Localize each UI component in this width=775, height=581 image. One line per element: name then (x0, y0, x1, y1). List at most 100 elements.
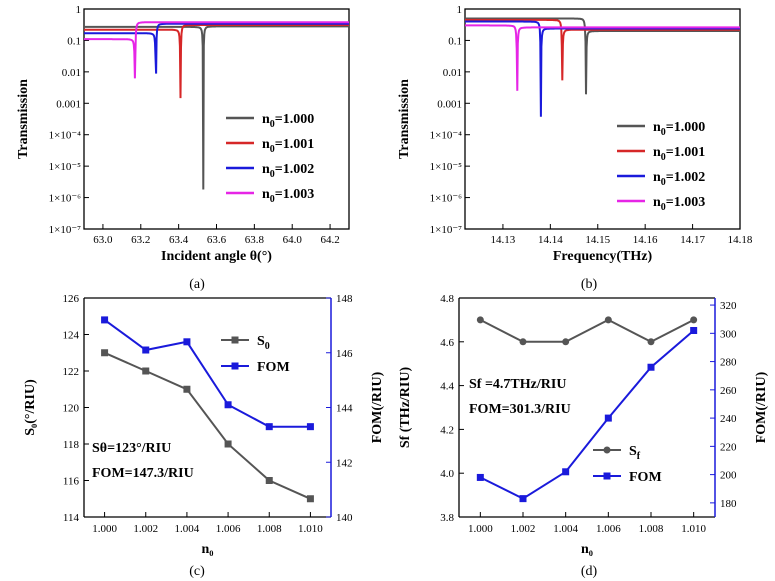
y-axis-label: S₀(°/RIU) (23, 379, 38, 436)
data-point (519, 338, 527, 346)
y-tick-label: 4.4 (440, 381, 454, 393)
legend-label: n0=1.002 (262, 162, 314, 180)
panel-label-c: (c) (189, 564, 205, 579)
legend-label: n0=1.003 (653, 195, 705, 213)
data-point (562, 338, 570, 346)
data-point (142, 346, 150, 354)
y-tick-label: 4.0 (440, 468, 454, 480)
y-tick-label: 0.001 (56, 98, 81, 110)
y2-tick-label: 180 (720, 498, 737, 510)
series-line (84, 21, 349, 79)
x-tick-label: 63.4 (169, 234, 189, 246)
x-tick-label: 1.004 (553, 523, 578, 535)
series-line (465, 18, 740, 81)
x-tick-label: 63.6 (207, 234, 227, 246)
y2-tick-label: 280 (720, 357, 737, 369)
data-point (265, 477, 273, 484)
y2-axis-label: FOM(/RIU) (370, 371, 385, 443)
plot-frame (464, 8, 741, 230)
y-tick-label: 1×10⁻⁵ (430, 161, 463, 173)
data-point (647, 338, 655, 346)
data-point (519, 495, 527, 503)
series-line (479, 318, 695, 343)
x-tick-label: 14.16 (633, 234, 658, 246)
legend-label: n0=1.000 (653, 120, 705, 138)
y-tick-label: 1 (76, 4, 82, 16)
series-line (84, 22, 349, 74)
data-point (476, 316, 484, 324)
x-axis-label: Incident angle θ(°) (161, 249, 272, 264)
x-tick-label: 1.010 (298, 523, 323, 535)
data-point (224, 440, 232, 448)
chart-b: 1×10⁻⁷ 1×10⁻⁶ 1×10⁻⁵ 1×10⁻⁴ 0.001 0.01 0.1 1 14.… (397, 4, 753, 264)
series-line (104, 319, 311, 428)
y-tick-label: 1×10⁻⁴ (49, 130, 82, 142)
y2-tick-label: 300 (720, 328, 737, 340)
legend-label: n0=1.001 (653, 145, 705, 163)
data-point (690, 316, 698, 324)
legend-label: n0=1.002 (653, 170, 705, 188)
y2-axis-label: FOM(/RIU) (754, 371, 769, 443)
y-tick-label: 116 (63, 476, 80, 488)
y2-tick-label: 240 (720, 413, 737, 425)
x-tick-label: 1.008 (257, 523, 282, 535)
y-tick-label: 0.001 (437, 98, 462, 110)
annotation: Sθ=123°/RIU (92, 441, 171, 456)
legend-label: Sf (629, 444, 641, 462)
x-tick-label: 1.002 (511, 523, 536, 535)
annotation: Sf =4.7THz/RIU (469, 377, 566, 392)
y-tick-label: 1×10⁻⁴ (430, 130, 463, 142)
y-tick-label: 1×10⁻⁷ (49, 224, 82, 236)
y-tick-label: 1×10⁻⁵ (49, 161, 82, 173)
y-tick-label: 114 (63, 512, 80, 524)
panel-label-d: (d) (581, 564, 598, 579)
x-axis-label: n₀ (202, 542, 214, 557)
y-tick-label: 4.2 (440, 424, 454, 436)
data-point (306, 423, 314, 431)
series-line (84, 24, 349, 99)
y-tick-label: 0.1 (67, 35, 81, 47)
x-tick-label: 14.13 (491, 234, 516, 246)
data-point (142, 367, 150, 375)
data-point (690, 326, 698, 334)
y-tick-label: 3.8 (440, 512, 454, 524)
y2-tick-label: 320 (720, 300, 737, 312)
y2-tick-label: 148 (336, 293, 353, 305)
series-line (104, 351, 311, 500)
legend-label: S0 (257, 334, 270, 352)
x-tick-label: 1.004 (175, 523, 200, 535)
x-tick-label: 63.8 (245, 234, 265, 246)
y-tick-label: 1×10⁻⁶ (430, 193, 463, 205)
x-tick-label: 1.008 (639, 523, 664, 535)
data-point (183, 385, 191, 393)
series-line (479, 329, 695, 500)
y2-tick-label: 220 (720, 441, 737, 453)
x-tick-label: 63.0 (93, 234, 113, 246)
legend-label: n0=1.001 (262, 137, 314, 155)
data-point (562, 468, 570, 476)
x-tick-label: 14.14 (538, 234, 563, 246)
data-point (647, 363, 655, 371)
x-tick-label: 1.006 (216, 523, 241, 535)
y-tick-label: 124 (63, 330, 80, 342)
x-tick-label: 1.000 (468, 523, 493, 535)
panel-label-b: (b) (581, 277, 598, 292)
x-tick-label: 64.0 (283, 234, 303, 246)
data-point (604, 414, 612, 422)
series-line (465, 20, 740, 117)
y-tick-label: 1×10⁻⁷ (430, 224, 463, 236)
y-tick-label: 122 (63, 366, 80, 378)
x-axis-label: n₀ (581, 542, 593, 557)
x-tick-label: 1.002 (133, 523, 158, 535)
y2-tick-label: 142 (336, 457, 353, 469)
series-line (465, 24, 740, 91)
legend-marker (231, 336, 239, 344)
chart-d: 3.8 4.0 4.2 4.4 4.6 4.8 180 200 220 240 260 280 300 3… (398, 293, 769, 557)
y-axis-label: Transmission (397, 79, 412, 159)
x-tick-label: 1.010 (681, 523, 706, 535)
y-tick-label: 0.01 (62, 67, 81, 79)
data-point (604, 316, 612, 324)
y2-tick-label: 140 (336, 512, 353, 524)
x-tick-label: 14.17 (680, 234, 705, 246)
legend-label: n0=1.000 (262, 112, 314, 130)
